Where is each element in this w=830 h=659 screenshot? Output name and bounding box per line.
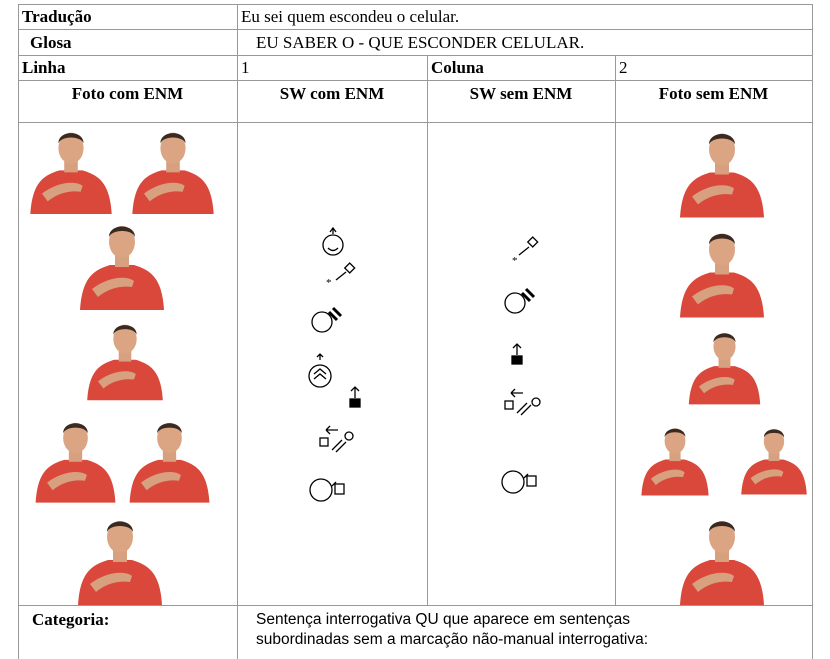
translation-text: Eu sei quem escondeu o celular. [241,7,460,26]
translation-label: Tradução [22,7,92,26]
photos-with-nmm [30,132,214,605]
row-label: Linha [22,58,66,77]
header: Foto com ENM [71,84,184,103]
photos-without-nmm [641,133,807,605]
category-line: Sentença interrogativa QU que aparece em… [256,611,630,628]
header: Foto sem ENM [658,84,769,103]
row-value: 1 [241,58,250,77]
borders [18,4,813,659]
header: SW sem ENM [469,84,573,103]
svg-text:*: * [326,277,332,289]
column-value: 2 [619,58,628,77]
column-label: Coluna [431,58,484,77]
svg-text:*: * [512,255,518,267]
signwriting-with-nmm: * [308,226,361,502]
category-line: subordinadas sem a marcação não-manual i… [256,631,649,648]
gloss-label: Glosa [30,33,72,52]
gloss-text: EU SABER O - QUE ESCONDER CELULAR. [256,33,585,52]
signwriting-without-nmm: * [501,236,541,494]
header: SW com ENM [279,84,385,103]
category-label: Categoria: [32,610,110,629]
